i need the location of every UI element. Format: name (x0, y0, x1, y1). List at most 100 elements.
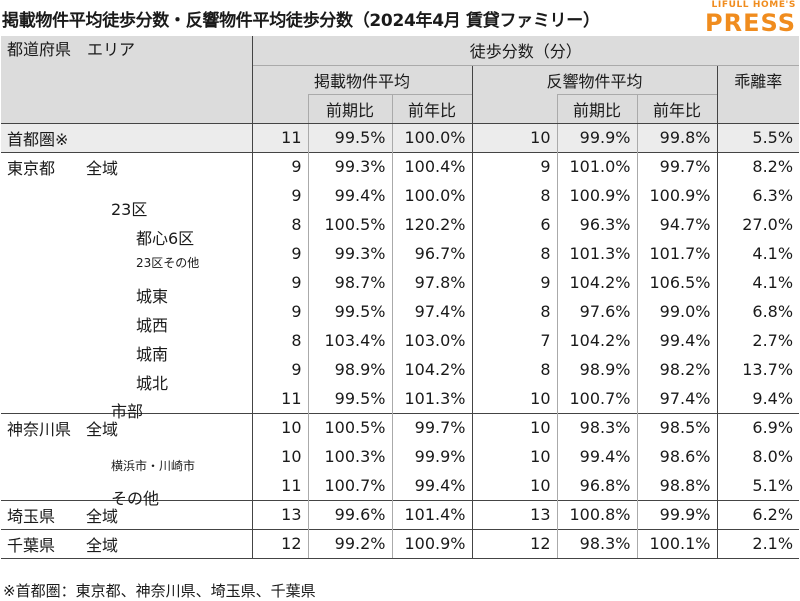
responded-minutes: 10 (471, 442, 557, 471)
table-row: 東京都 全域 9 99.3% 100.4% 9 101.0% 99.7% 8.2% (1, 151, 800, 181)
header-blank (251, 94, 308, 124)
divergence-rate: 6.3% (716, 181, 800, 210)
table-row: 23区その他 9 99.3% 96.7% 8 101.3% 101.7% 4.1% (1, 239, 800, 270)
logo-main-text: PRESS (705, 9, 796, 37)
listed-prev-year: 100.9% (391, 528, 472, 559)
header-region: 都道府県 エリア (1, 36, 252, 124)
responded-prev-year: 99.7% (636, 151, 717, 181)
listed-minutes: 11 (251, 471, 308, 500)
listed-prev-year: 120.2% (391, 210, 472, 239)
region-cell: 埼玉県 全域 (1, 499, 252, 529)
area-label: 全域 (86, 535, 119, 555)
region-cell: 城南 (1, 326, 252, 364)
responded-prev-period: 100.7% (556, 384, 637, 413)
responded-minutes: 8 (471, 181, 557, 210)
area-label: 城北 (136, 373, 169, 393)
responded-minutes: 12 (471, 528, 557, 559)
header-row-3: 前期比 前年比 前期比 前年比 (1, 93, 800, 124)
responded-prev-year: 98.6% (636, 442, 717, 471)
region-cell: 千葉県 全域 (1, 528, 252, 559)
responded-prev-period: 101.3% (556, 239, 637, 268)
listed-prev-period: 99.5% (307, 122, 392, 152)
listed-minutes: 13 (251, 499, 308, 529)
region-cell: 城東 (1, 268, 252, 306)
listed-minutes: 11 (251, 122, 308, 152)
listed-prev-period: 99.3% (307, 151, 392, 181)
divergence-rate: 2.1% (716, 528, 800, 559)
prefecture-label: 千葉県 (7, 535, 56, 555)
listed-prev-year: 103.0% (391, 326, 472, 355)
table-row: 市部 11 99.5% 101.3% 10 100.7% 97.4% 9.4% (1, 384, 800, 421)
logo-top-text: LIFULL HOME'S (711, 0, 796, 10)
responded-minutes: 9 (471, 151, 557, 181)
listed-prev-year: 100.0% (391, 181, 472, 210)
header-divergence: 乖離率 (716, 64, 800, 94)
responded-prev-period: 96.3% (556, 210, 637, 239)
listed-prev-period: 98.9% (307, 355, 392, 384)
responded-minutes: 13 (471, 499, 557, 529)
prefecture-label: 埼玉県 (7, 506, 56, 526)
listed-prev-period: 103.4% (307, 326, 392, 355)
table-row: 都心6区 8 100.5% 120.2% 6 96.3% 94.7% 27.0% (1, 210, 800, 248)
listed-minutes: 9 (251, 239, 308, 268)
listed-prev-period: 99.3% (307, 239, 392, 268)
listed-prev-period: 99.2% (307, 528, 392, 559)
responded-prev-year: 99.9% (636, 499, 717, 529)
responded-minutes: 10 (471, 412, 557, 442)
header-walk-minutes: 徒歩分数（分） (251, 36, 800, 65)
header-responded-prev-year: 前年比 (636, 93, 717, 124)
listed-minutes: 8 (251, 326, 308, 355)
responded-prev-period: 99.9% (556, 122, 637, 152)
listed-prev-period: 99.4% (307, 181, 392, 210)
listed-prev-period: 99.6% (307, 499, 392, 529)
listed-prev-year: 100.4% (391, 151, 472, 181)
region-cell: 23区その他 (1, 239, 252, 270)
responded-prev-period: 98.3% (556, 412, 637, 442)
listed-prev-period: 100.5% (307, 412, 392, 442)
header-blank (471, 94, 557, 124)
responded-prev-year: 99.4% (636, 326, 717, 355)
table-row: その他 11 100.7% 99.4% 10 96.8% 98.8% 5.1% (1, 471, 800, 508)
listed-prev-year: 101.3% (391, 384, 472, 413)
listed-prev-period: 100.3% (307, 442, 392, 471)
responded-prev-year: 100.1% (636, 528, 717, 559)
header-listed-prev-year: 前年比 (391, 93, 472, 124)
responded-minutes: 10 (471, 471, 557, 500)
listed-prev-period: 99.5% (307, 297, 392, 326)
region-cell: 城西 (1, 297, 252, 335)
area-label: 23区 (111, 199, 148, 219)
region-cell: 神奈川県 全域 (1, 412, 252, 442)
header-responded-prev-period: 前期比 (556, 93, 637, 124)
divergence-rate: 6.8% (716, 297, 800, 326)
table-row: 横浜市・川崎市 10 100.3% 99.9% 10 99.4% 98.6% 8.0% (1, 442, 800, 473)
listed-prev-year: 96.7% (391, 239, 472, 268)
divergence-rate: 4.1% (716, 239, 800, 268)
region-cell: 市部 (1, 384, 252, 421)
responded-prev-year: 98.5% (636, 412, 717, 442)
listed-minutes: 9 (251, 268, 308, 297)
area-label: 城東 (136, 286, 169, 306)
listed-prev-period: 98.7% (307, 268, 392, 297)
prefecture-label: 神奈川県 (7, 419, 72, 439)
responded-minutes: 8 (471, 239, 557, 268)
responded-minutes: 8 (471, 297, 557, 326)
listed-prev-year: 97.8% (391, 268, 472, 297)
listed-minutes: 9 (251, 355, 308, 384)
table-row: 千葉県 全域 12 99.2% 100.9% 12 98.3% 100.1% 2.1% (1, 528, 800, 559)
header-listed: 掲載物件平均 (251, 64, 472, 94)
table-row: 埼玉県 全域 13 99.6% 101.4% 13 100.8% 99.9% 6.2% (1, 499, 800, 529)
responded-prev-period: 96.8% (556, 471, 637, 500)
listed-minutes: 11 (251, 384, 308, 413)
responded-prev-period: 100.9% (556, 181, 637, 210)
responded-prev-year: 97.4% (636, 384, 717, 413)
listed-minutes: 12 (251, 528, 308, 559)
header-listed-prev-period: 前期比 (307, 93, 392, 124)
area-label: 全域 (86, 419, 119, 439)
responded-prev-period: 98.9% (556, 355, 637, 384)
table-row: 城西 9 99.5% 97.4% 8 97.6% 99.0% 6.8% (1, 297, 800, 335)
divergence-rate: 13.7% (716, 355, 800, 384)
listed-minutes: 9 (251, 151, 308, 181)
divergence-rate: 6.9% (716, 412, 800, 442)
area-label: 都心6区 (136, 228, 195, 248)
region-cell: 23区 (1, 181, 252, 219)
